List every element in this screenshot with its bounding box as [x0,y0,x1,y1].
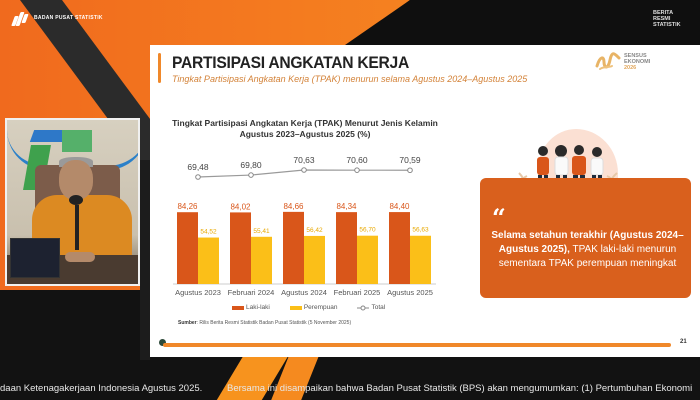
x-tick-label: Agustus 2025 [387,288,433,297]
insight-bold: Selama setahun terakhir (Agustus 2024–Ag… [491,230,684,255]
bps-logo-text: BADAN PUSAT STATISTIK [34,15,103,21]
footer-dot-icon [159,339,166,346]
brs-line: RESMI [653,16,671,22]
slide-subtitle: Tingkat Partisipasi Angkatan Kerja (TPAK… [172,74,528,84]
total-point [248,172,254,178]
bar-female [357,235,378,284]
sensus-line: EKONOMI [624,59,651,65]
chart-source: Sumber: Rilis Berita Resmi Statistik Bad… [178,320,351,326]
bar-label-male: 84,34 [336,202,357,211]
bar-female [251,236,272,284]
quote-icon: “ [492,203,506,232]
legend-label: Laki-laki [246,304,270,311]
bar-female [410,235,431,284]
presenter-webcam [5,118,140,286]
total-label: 69,48 [187,162,209,172]
chart-legend: Laki-laki Perempuan Total [232,304,385,311]
source-text: : Rilis Berita Resmi Statistik Badan Pus… [196,320,352,326]
title-accent-bar [158,53,161,83]
sensus-year: 2026 [624,65,637,71]
bar-label-female: 54,52 [200,229,217,236]
sensus-ekonomi-logo: SENSUS EKONOMI 2026 [595,52,650,72]
total-label: 70,59 [399,155,421,165]
brs-line: STATISTIK [653,22,681,28]
total-label: 70,63 [293,155,315,165]
footer-accent-line [163,343,671,347]
ticker-segment: Bersama ini disampaikan bahwa Badan Pusa… [227,383,693,394]
news-ticker: daan Ketenagakerjaan Indonesia Agustus 2… [0,380,700,400]
x-tick-label: Agustus 2023 [175,288,221,297]
legend-swatch-female [289,305,302,310]
legend-line-marker-icon [357,305,370,310]
x-tick-label: Februari 2025 [334,288,381,297]
bar-label-male: 84,02 [230,202,251,211]
bar-label-male: 84,26 [177,202,198,211]
legend-label: Total [371,304,386,311]
bps-logo-icon [10,10,30,26]
sensus-line: SENSUS [624,53,647,59]
legend-swatch-male [232,305,244,310]
bar-label-female: 56,63 [412,227,429,234]
chart-title: Tingkat Partisipasi Angkatan Kerja (TPAK… [155,118,455,140]
chart-title-line2: Agustus 2023–Agustus 2025 (%) [239,129,371,139]
bar-female [198,237,219,284]
microphone-icon [69,195,83,205]
brs-line: BERITA [653,10,674,16]
bar-female [304,235,325,284]
total-label: 70,60 [346,155,368,165]
bar-male [177,212,198,284]
bar-male [283,211,304,284]
legend-item-male: Laki-laki [232,304,270,311]
ticker-segment: daan Ketenagakerjaan Indonesia Agustus 2… [0,383,203,394]
page-number: 21 [680,339,687,345]
bar-male [336,212,357,284]
slide-title: PARTISIPASI ANGKATAN KERJA [172,53,410,72]
sensus-logo-icon [595,52,621,70]
bar-label-female: 56,70 [359,227,376,234]
legend-item-total: Total [357,304,385,311]
brs-logo: BERITA RESMI STATISTIK [653,10,681,28]
tpak-chart: 84,26 54,52 Agustus 2023 69,48 84,02 55,41 Feb… [173,155,436,297]
bar-label-male: 84,66 [283,202,304,211]
bar-label-male: 84,40 [389,202,410,211]
insight-normal: TPAK laki-laki menurun sementara TPAK pe… [498,244,677,269]
source-label: Sumber [178,320,197,326]
bar-label-female: 55,41 [253,228,270,235]
x-tick-label: Februari 2024 [228,288,275,297]
presentation-slide: PARTISIPASI ANGKATAN KERJA Tingkat Parti… [150,45,700,357]
laptop [10,238,60,278]
total-point [407,167,413,174]
legend-label: Perempuan [303,304,338,311]
bar-label-female: 56,42 [306,227,323,234]
total-point [301,167,307,173]
bar-male [389,212,410,284]
x-tick-label: Agustus 2024 [281,288,327,297]
key-insight-box: “ Selama setahun terakhir (Agustus 2024–… [480,178,691,298]
total-point [195,174,201,180]
bps-logo: BADAN PUSAT STATISTIK [10,10,103,26]
total-point [354,167,360,173]
chart-title-line1: Tingkat Partisipasi Angkatan Kerja (TPAK… [172,118,438,128]
key-insight-text: Selama setahun terakhir (Agustus 2024–Ag… [490,229,685,271]
bar-male [230,212,251,284]
legend-item-female: Perempuan [289,304,338,311]
total-label: 69,80 [240,160,262,170]
